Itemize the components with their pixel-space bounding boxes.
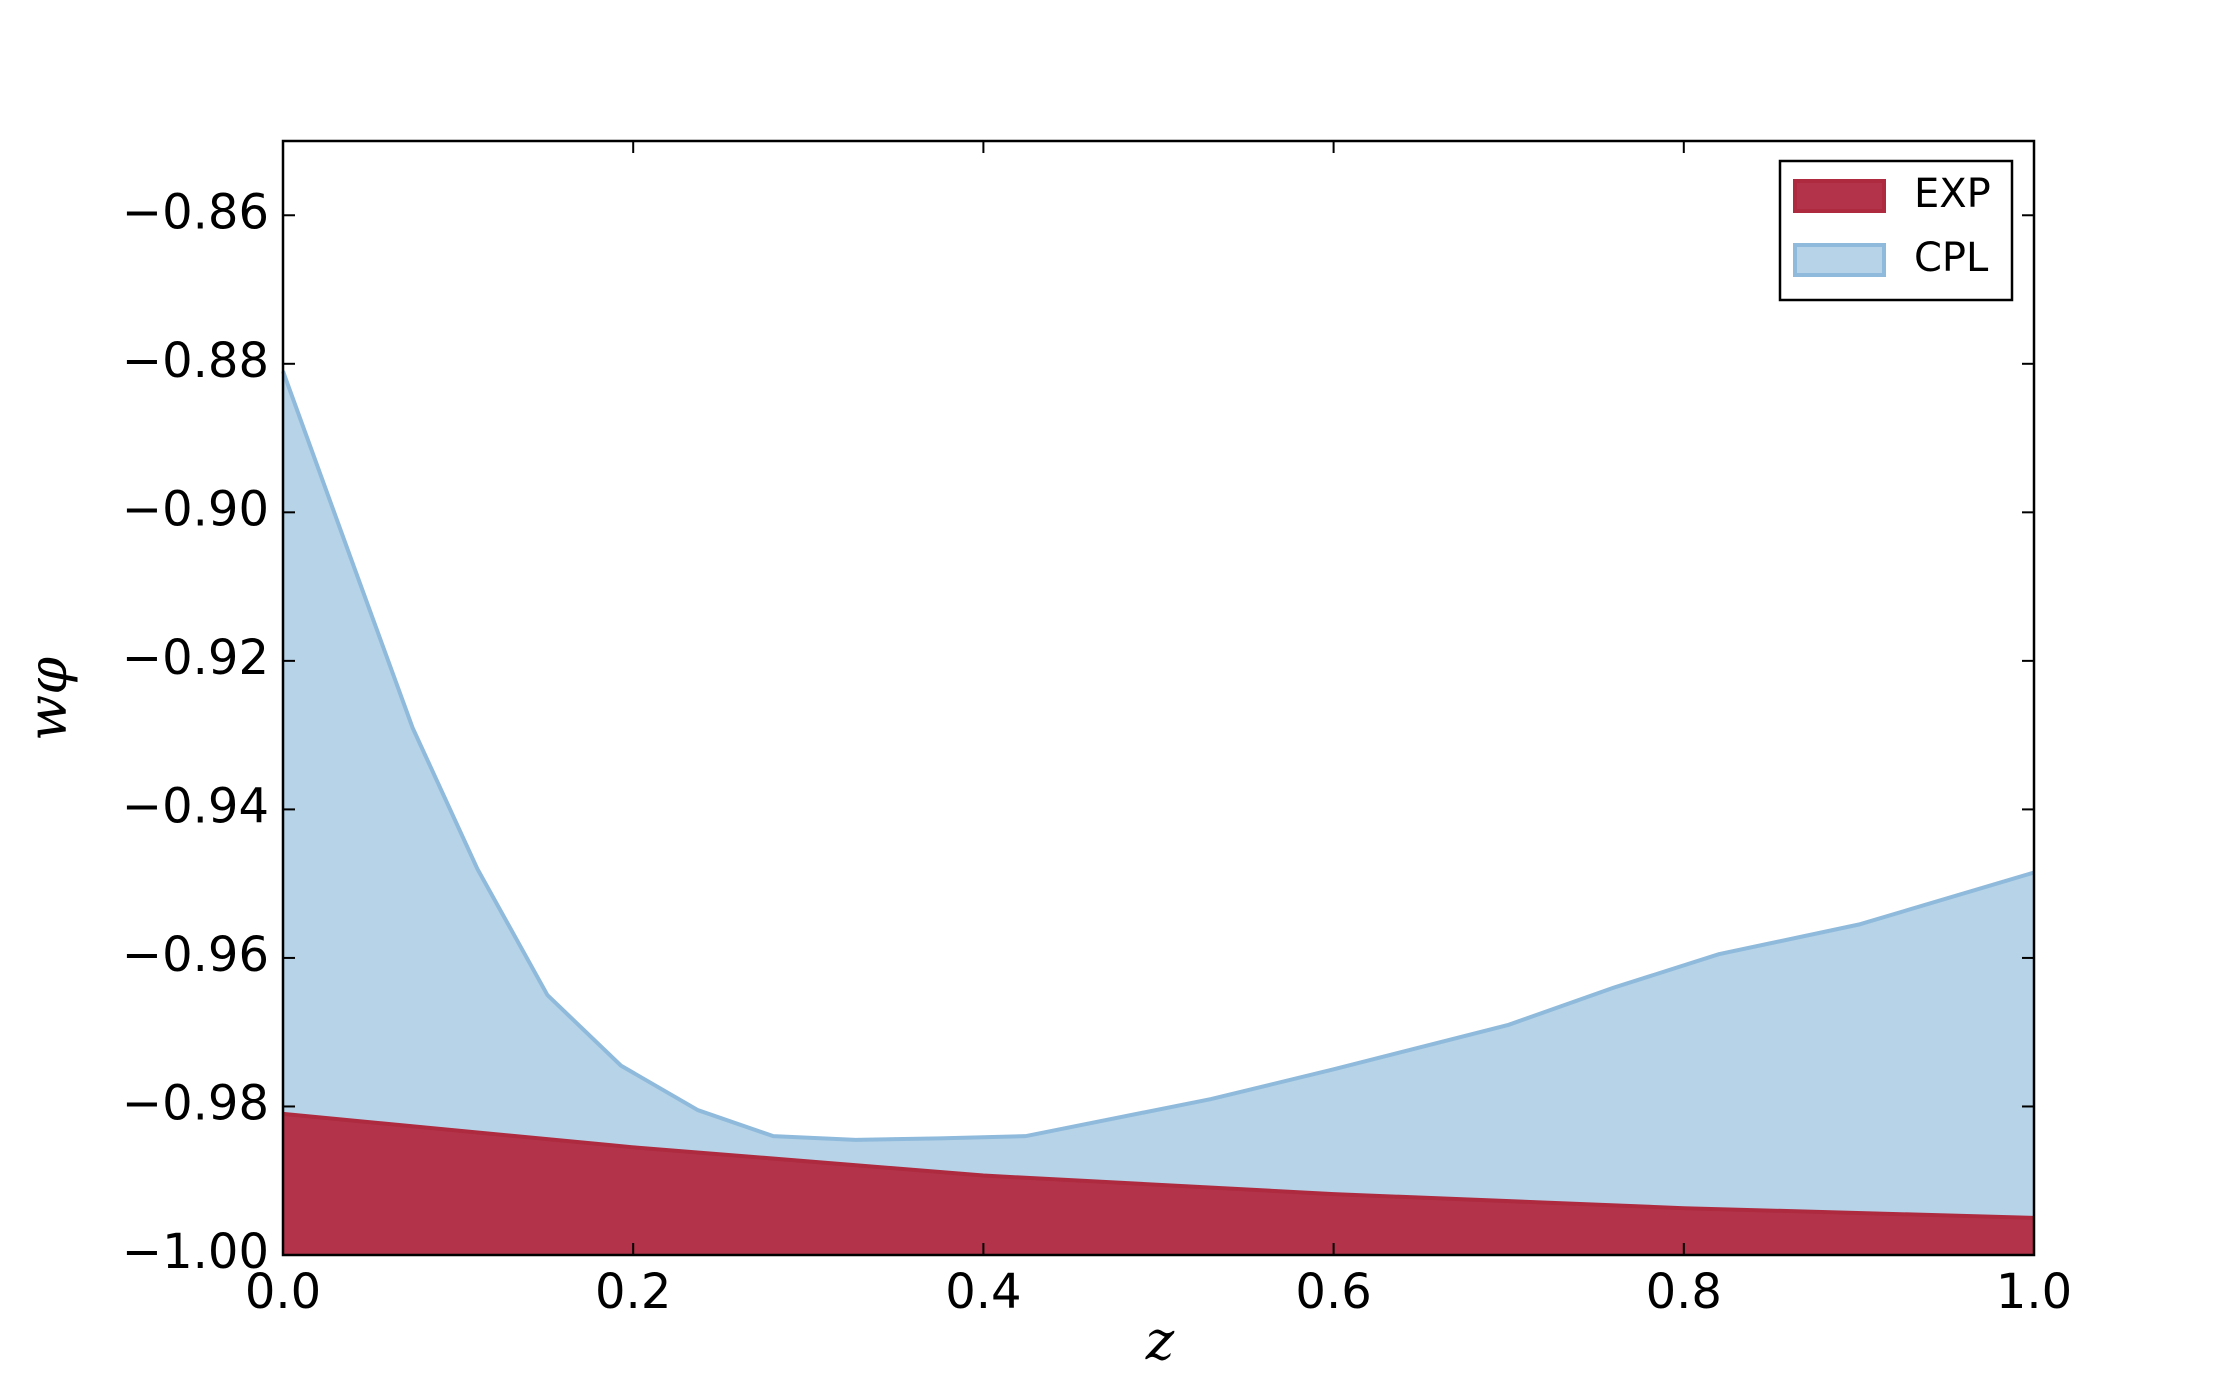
x-tick-label: 0.2 <box>595 1264 671 1320</box>
x-tick-label: 1.0 <box>1996 1264 2072 1320</box>
x-tick-label: 0.4 <box>945 1264 1021 1320</box>
x-axis-label: z <box>1145 1309 1175 1372</box>
x-tick-label: 0.0 <box>245 1264 321 1320</box>
y-axis-label: wφ <box>16 657 79 741</box>
area-edge <box>281 370 2035 1142</box>
y-tick-label: −0.88 <box>122 333 269 389</box>
y-tick-label: −0.96 <box>122 927 269 983</box>
y-tick-label: −0.86 <box>122 184 269 240</box>
y-tick-label: −0.90 <box>122 481 269 537</box>
y-tick-label: −0.98 <box>122 1075 269 1131</box>
plot-frame <box>281 139 2036 1257</box>
y-tick-label: −0.92 <box>122 630 269 686</box>
area <box>283 371 2034 1255</box>
x-tick-label: 0.8 <box>1646 1264 1722 1320</box>
area <box>283 1113 2034 1255</box>
x-tick-label: 0.6 <box>1295 1264 1371 1320</box>
y-tick-label: −1.00 <box>122 1224 269 1280</box>
area-edge <box>282 1111 2035 1220</box>
legend-label: CPL <box>1914 235 1989 281</box>
legend-swatch <box>1793 179 1886 213</box>
legend-label: EXP <box>1914 171 1991 217</box>
y-tick-label: −0.94 <box>122 778 269 834</box>
legend-swatch <box>1793 243 1886 277</box>
